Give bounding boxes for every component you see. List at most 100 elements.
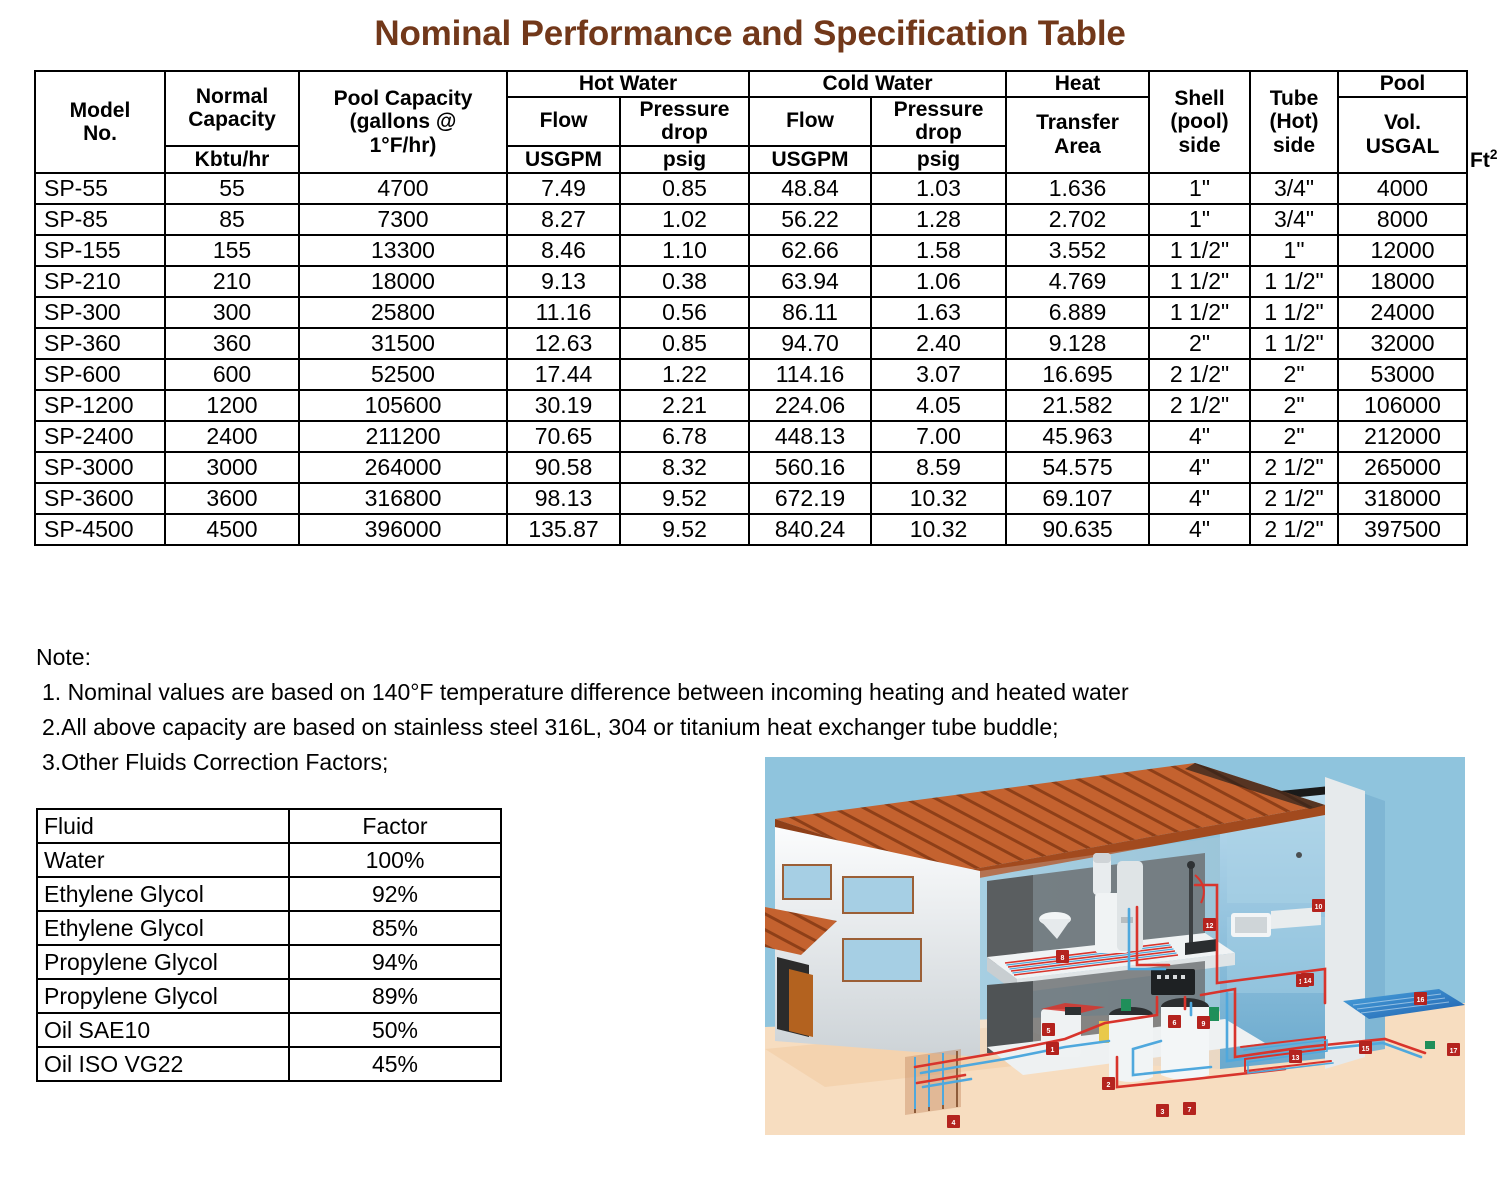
fluid-table-body: Water 100% Ethylene Glycol 92% Ethylene Glyc… [36,842,502,1082]
header-pool-vol-line1: Vol. [1384,111,1421,135]
cell-pool-capacity: 52500 [298,358,508,392]
header-unit-cold-usgpm: USGPM [748,144,873,175]
header-unit-cold-psig: psig [870,144,1008,175]
radiant-floor-loop-upper-return [1006,944,1177,974]
cell-normal-capacity: 1200 [164,389,300,423]
header-model-no: Model No. [34,69,166,175]
cell-cold-water-pressure-drop: 3.07 [870,358,1008,392]
header-tube-line1: Tube [1269,86,1319,110]
cell-hot-water-pressure-drop: 1.22 [618,358,751,392]
table-row: SP-3600 3600 316800 98.13 9.52 672.19 10.32 69.… [34,482,1469,516]
cell-pool-vol-usgal: 106000 [1337,389,1469,423]
cell-shell-pool-side: 1" [1148,172,1252,206]
cell-hot-water-flow: 135.87 [506,513,621,547]
header-model-line2: No. [83,122,117,146]
cell-pool-capacity: 25800 [298,296,508,330]
fluid-header-factor: Factor [288,808,502,844]
cell-cold-water-pressure-drop: 7.00 [870,420,1008,454]
cell-tube-hot-side: 2 1/2" [1249,513,1340,547]
callout-13: 13 [1289,1050,1302,1063]
cell-pool-capacity: 316800 [298,482,508,516]
control-box [1099,1021,1109,1043]
cell-model-no: SP-1200 [34,389,166,423]
cell-fluid-name: Propylene Glycol [36,944,290,980]
callout-8: 8 [1056,950,1069,963]
header-heat: Heat [1005,70,1151,98]
cell-fluid-name: Propylene Glycol [36,978,290,1014]
cell-hot-water-flow: 7.49 [506,172,621,206]
cell-hot-water-pressure-drop: 6.78 [618,420,751,454]
svg-text:14: 14 [1304,978,1312,985]
house-front-facade [765,827,980,1057]
cell-pool-capacity: 31500 [298,327,508,361]
house-cutaway-svg: 1 2 3 4 5 6 7 8 9 10 11 12 13 14 15 16 1… [765,757,1465,1135]
callout-16: 16 [1414,992,1427,1005]
header-tube-line3: side [1273,133,1316,157]
valve-green-1 [1121,999,1131,1011]
cell-heat-transfer-area: 21.582 [1005,389,1151,423]
cell-hot-water-flow: 17.44 [506,358,621,392]
cell-shell-pool-side: 2 1/2" [1148,389,1252,423]
cell-heat-transfer-area: 90.635 [1005,513,1151,547]
header-pool-capacity: Pool Capacity (gallons @ 1°F/hr) [298,69,508,175]
callout-7: 7 [1183,1102,1196,1115]
header-pool-capacity-line3: 1°F/hr) [369,133,437,157]
table-row: SP-85 85 7300 8.27 1.02 56.22 1.28 2.702 1" 3/4" 8… [34,203,1469,237]
cell-pool-vol-usgal: 53000 [1337,358,1469,392]
cell-cold-water-flow: 840.24 [748,513,873,547]
svg-text:12: 12 [1206,923,1214,930]
interior-wall-lower [987,981,1033,1057]
cell-model-no: SP-4500 [34,513,166,547]
header-cold-pd-line2: drop [915,121,962,145]
cell-heat-transfer-area: 6.889 [1005,296,1151,330]
cell-hot-water-flow: 70.65 [506,420,621,454]
cell-cold-water-pressure-drop: 4.05 [870,389,1008,423]
cell-fluid-name: Water [36,842,290,878]
note-line-2: 2.All above capacity are based on stainl… [42,713,1059,740]
cell-pool-vol-usgal: 8000 [1337,203,1469,237]
cell-cold-water-flow: 63.94 [748,265,873,299]
cell-hot-water-pressure-drop: 1.02 [618,203,751,237]
header-hot-pressure-drop: Pressure drop [618,95,751,147]
fluid-header-fluid: Fluid [36,808,290,844]
table-row: SP-4500 4500 396000 135.87 9.52 840.24 10.32 90… [34,513,1469,547]
header-cold-pd-line1: Pressure [893,97,984,121]
header-cold-water: Cold Water [748,70,1008,98]
list-item: Propylene Glycol 89% [36,978,502,1014]
window [782,864,832,900]
cell-pool-vol-usgal: 265000 [1337,451,1469,485]
callout-17: 17 [1447,1043,1460,1056]
cell-cold-water-pressure-drop: 1.06 [870,265,1008,299]
cell-shell-pool-side: 4" [1148,482,1252,516]
cell-tube-hot-side: 1 1/2" [1249,265,1340,299]
header-unit-ft2-base: Ft [1470,148,1490,172]
header-unit-hot-psig: psig [618,144,751,175]
controller-panel [1151,969,1195,995]
header-normal-capacity: Normal Capacity [164,70,300,147]
cell-cold-water-flow: 560.16 [748,451,873,485]
cell-cold-water-pressure-drop: 1.03 [870,172,1008,206]
cell-heat-transfer-area: 2.702 [1005,203,1151,237]
cell-model-no: SP-85 [34,203,166,237]
list-item: Ethylene Glycol 92% [36,876,502,912]
header-model-line1: Model [69,98,131,122]
svg-text:5: 5 [1047,1028,1051,1035]
cell-cold-water-flow: 56.22 [748,203,873,237]
cell-heat-transfer-area: 9.128 [1005,327,1151,361]
svg-text:17: 17 [1450,1048,1458,1055]
header-tube-line2: (Hot) [1269,110,1319,134]
callout-15: 15 [1359,1041,1372,1054]
cell-fluid-factor: 100% [288,842,502,878]
page-title: Nominal Performance and Specification Ta… [374,14,1126,53]
cell-normal-capacity: 600 [164,358,300,392]
header-shell-line3: side [1178,133,1221,157]
table-row: SP-360 360 31500 12.63 0.85 94.70 2.40 9.128 2" 1… [34,327,1469,361]
svg-text:7: 7 [1188,1107,1192,1114]
cell-shell-pool-side: 2 1/2" [1148,358,1252,392]
cell-pool-vol-usgal: 32000 [1337,327,1469,361]
callout-10: 10 [1312,899,1325,912]
spec-table-body: SP-55 55 4700 7.49 0.85 48.84 1.03 1.636 1" 3/4" 4… [34,172,1469,547]
spec-table-container: Model No. Normal Capacity Pool Capacity … [34,69,1497,547]
note-line-1: 1. Nominal values are based on 140°F tem… [42,678,1129,705]
cell-tube-hot-side: 3/4" [1249,172,1340,206]
